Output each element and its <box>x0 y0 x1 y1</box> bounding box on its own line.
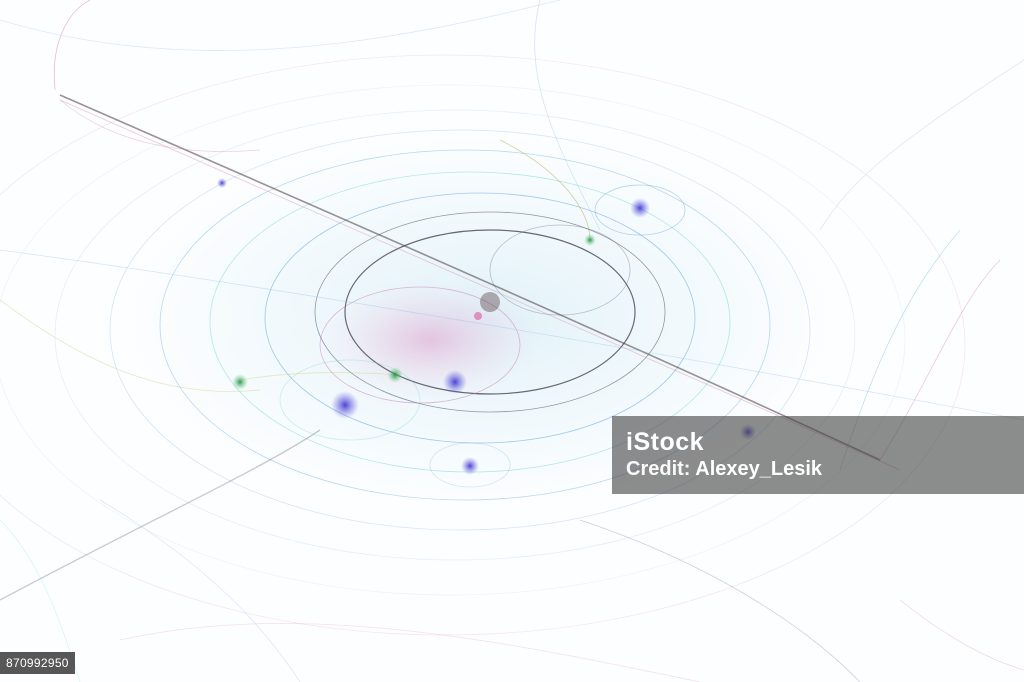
watermark-credit: Credit: Alexey_Lesik <box>626 456 1010 482</box>
credit-name: Alexey_Lesik <box>695 458 823 480</box>
diagonal-streak <box>0 94 1024 601</box>
pink-glow <box>320 280 540 400</box>
credit-prefix: Credit: <box>626 458 696 480</box>
watermark: iStock Credit: Alexey_Lesik <box>612 416 1024 494</box>
watermark-logo: iStock <box>626 428 705 456</box>
concentric-rings <box>0 54 966 636</box>
image-id-label: 870992950 <box>0 652 75 674</box>
